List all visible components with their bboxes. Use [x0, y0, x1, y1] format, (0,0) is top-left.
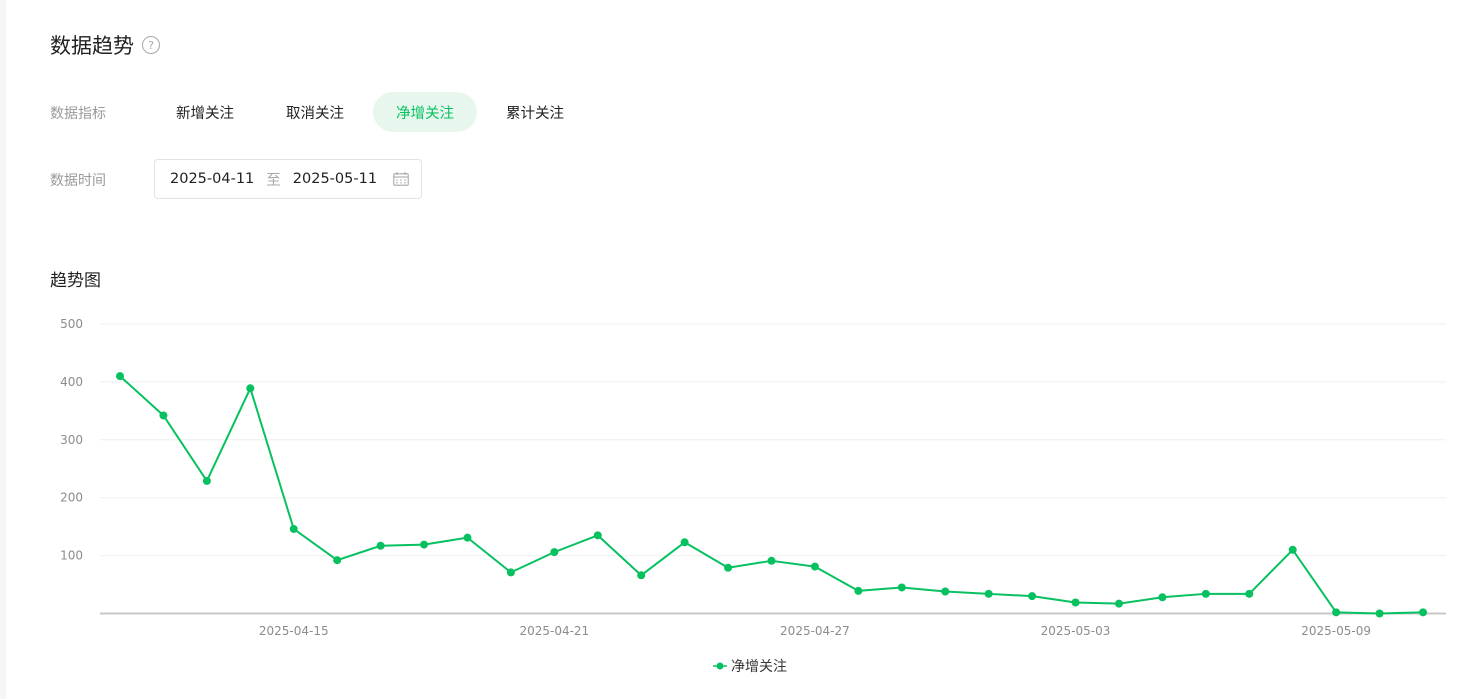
data-point: [1288, 545, 1297, 554]
tab-new-follow[interactable]: 新增关注: [176, 105, 234, 122]
calendar-icon[interactable]: [393, 172, 409, 186]
chart-legend[interactable]: 净增关注: [713, 656, 787, 676]
x-tick-label: 2025-04-21: [519, 624, 589, 638]
data-point: [941, 587, 950, 596]
tab-net-follow[interactable]: 净增关注: [373, 92, 477, 132]
date-separator: 至: [266, 172, 281, 189]
page-title-text: 数据趋势: [50, 34, 134, 58]
data-point: [1375, 609, 1384, 618]
data-point: [246, 384, 255, 393]
data-point: [116, 372, 124, 381]
data-point: [984, 589, 993, 598]
data-point: [680, 538, 689, 547]
data-point: [463, 533, 472, 542]
data-point: [289, 524, 298, 533]
metric-label: 数据指标: [50, 106, 106, 122]
data-point: [420, 540, 429, 549]
data-point: [637, 571, 646, 580]
y-tick-label: 200: [60, 491, 83, 505]
data-point: [1071, 598, 1080, 607]
data-point: [1158, 593, 1167, 602]
date-end[interactable]: 2025-05-11: [292, 171, 378, 187]
date-start[interactable]: 2025-04-11: [170, 171, 255, 187]
data-point: [1114, 599, 1123, 608]
x-tick-label: 2025-05-09: [1301, 624, 1371, 638]
series-line: [119, 375, 1424, 615]
y-tick-label: 500: [60, 317, 83, 331]
x-tick-label: 2025-04-15: [259, 624, 329, 638]
left-border: [0, 0, 6, 699]
help-icon[interactable]: ?: [142, 36, 160, 54]
data-point: [1201, 589, 1210, 598]
tab-unfollow[interactable]: 取消关注: [286, 105, 344, 122]
data-point: [159, 411, 168, 420]
data-point: [593, 531, 602, 540]
trend-chart-title: 趋势图: [50, 271, 101, 291]
date-label: 数据时间: [50, 173, 106, 189]
data-point: [202, 476, 211, 485]
data-point: [1028, 592, 1037, 601]
data-point: [724, 563, 733, 572]
date-range-picker[interactable]: 2025-04-11 至 2025-05-11: [154, 159, 422, 199]
page-title: 数据趋势 ?: [50, 30, 160, 60]
data-point: [550, 548, 559, 557]
y-tick-label: 400: [60, 375, 83, 389]
data-point: [506, 568, 515, 577]
legend-label: 净增关注: [731, 659, 787, 675]
y-tick-label: 100: [60, 549, 83, 563]
data-point: [767, 556, 776, 565]
data-point: [897, 583, 906, 592]
data-point: [333, 556, 342, 565]
data-point: [1332, 608, 1341, 617]
data-point: [1419, 608, 1427, 617]
x-tick-label: 2025-05-03: [1041, 624, 1111, 638]
y-tick-label: 300: [60, 433, 83, 447]
data-point: [854, 586, 863, 595]
data-point: [1245, 589, 1254, 598]
legend-marker-icon: [713, 662, 727, 670]
data-point: [376, 541, 385, 550]
tab-total-follow[interactable]: 累计关注: [506, 105, 564, 122]
x-tick-label: 2025-04-27: [780, 624, 850, 638]
data-point: [810, 562, 819, 571]
trend-line-chart: 100 200 300 400 500 2025-04-15 2025-04-21 2025-…: [60, 317, 1446, 638]
metric-tabs: 新增关注 取消关注 净增关注 累计关注: [153, 92, 587, 132]
